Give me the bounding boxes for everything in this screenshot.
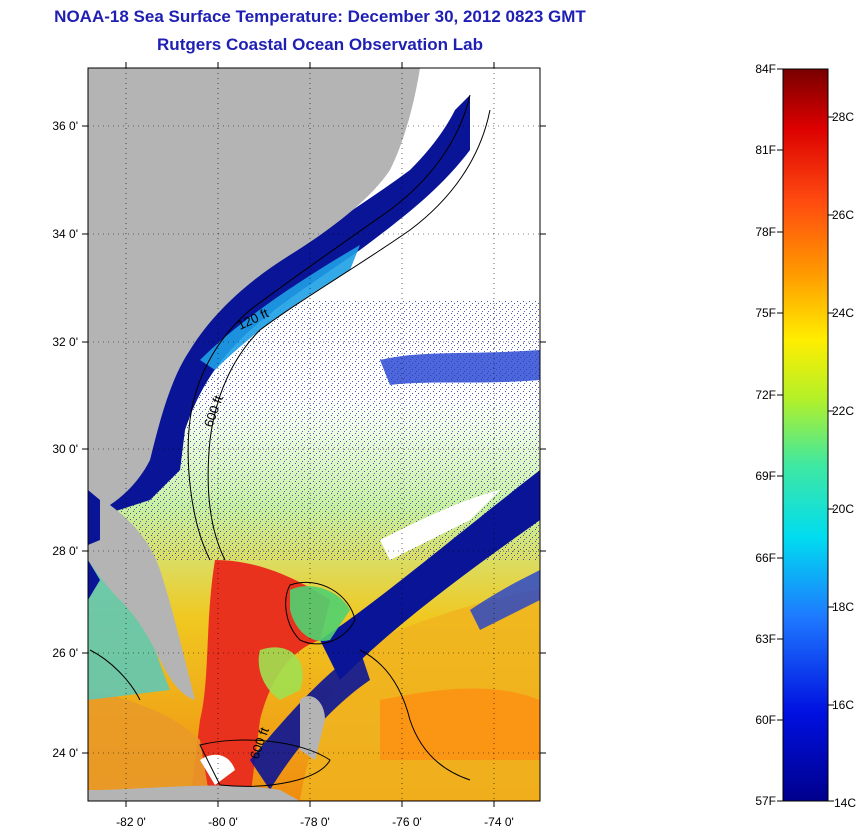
- map-imagery: [88, 68, 540, 801]
- lat-tick-label: 34 0': [52, 227, 78, 241]
- colorbar-f-label: 63F: [755, 632, 776, 646]
- cold-shelf-water: [88, 95, 470, 520]
- colorbar-f-label: 69F: [755, 469, 776, 483]
- lat-tick-label: 28 0': [52, 544, 78, 558]
- contour-600ft: [207, 109, 491, 561]
- lat-tick-label: 36 0': [52, 119, 78, 133]
- colorbar-f-label: 66F: [755, 551, 776, 565]
- lat-tick-label: 24 0': [52, 746, 78, 760]
- colorbar-f-label: 75F: [755, 306, 776, 320]
- colorbar-f-label: 72F: [755, 388, 776, 402]
- lat-tick-label: 32 0': [52, 335, 78, 349]
- lat-tick-label: 30 0': [52, 442, 78, 456]
- land-mass: [88, 68, 420, 700]
- lon-tick-label: -74 0': [484, 815, 514, 829]
- colorbar-f-label: 84F: [755, 62, 776, 76]
- map-title: NOAA-18 Sea Surface Temperature: Decembe…: [54, 7, 586, 26]
- colorbar-f-label: 78F: [755, 225, 776, 239]
- map-frame: [87, 67, 541, 802]
- colorbar-c-label: 14C: [834, 796, 856, 810]
- lon-tick-label: -80 0': [208, 815, 238, 829]
- colorbar-c-label: 16C: [832, 698, 854, 712]
- colorbar-c-label: 20C: [832, 502, 854, 516]
- contour-120ft: [187, 94, 471, 561]
- colorbar-c-label: 28C: [832, 110, 854, 124]
- colorbar-f-label: 57F: [755, 794, 776, 808]
- colorbar: [782, 68, 829, 802]
- map-subtitle: Rutgers Coastal Ocean Observation Lab: [157, 35, 483, 54]
- colorbar-c-label: 18C: [832, 600, 854, 614]
- colorbar-c-label: 26C: [832, 208, 854, 222]
- lat-tick-label: 26 0': [52, 646, 78, 660]
- lon-tick-label: -76 0': [392, 815, 422, 829]
- lon-tick-label: -78 0': [300, 815, 330, 829]
- colorbar-c-label: 22C: [832, 404, 854, 418]
- colorbar-f-label: 81F: [755, 143, 776, 157]
- colorbar-c-label: 24C: [832, 306, 854, 320]
- colorbar-f-label: 60F: [755, 713, 776, 727]
- cold-filament: [320, 470, 540, 680]
- lon-tick-label: -82 0': [116, 815, 146, 829]
